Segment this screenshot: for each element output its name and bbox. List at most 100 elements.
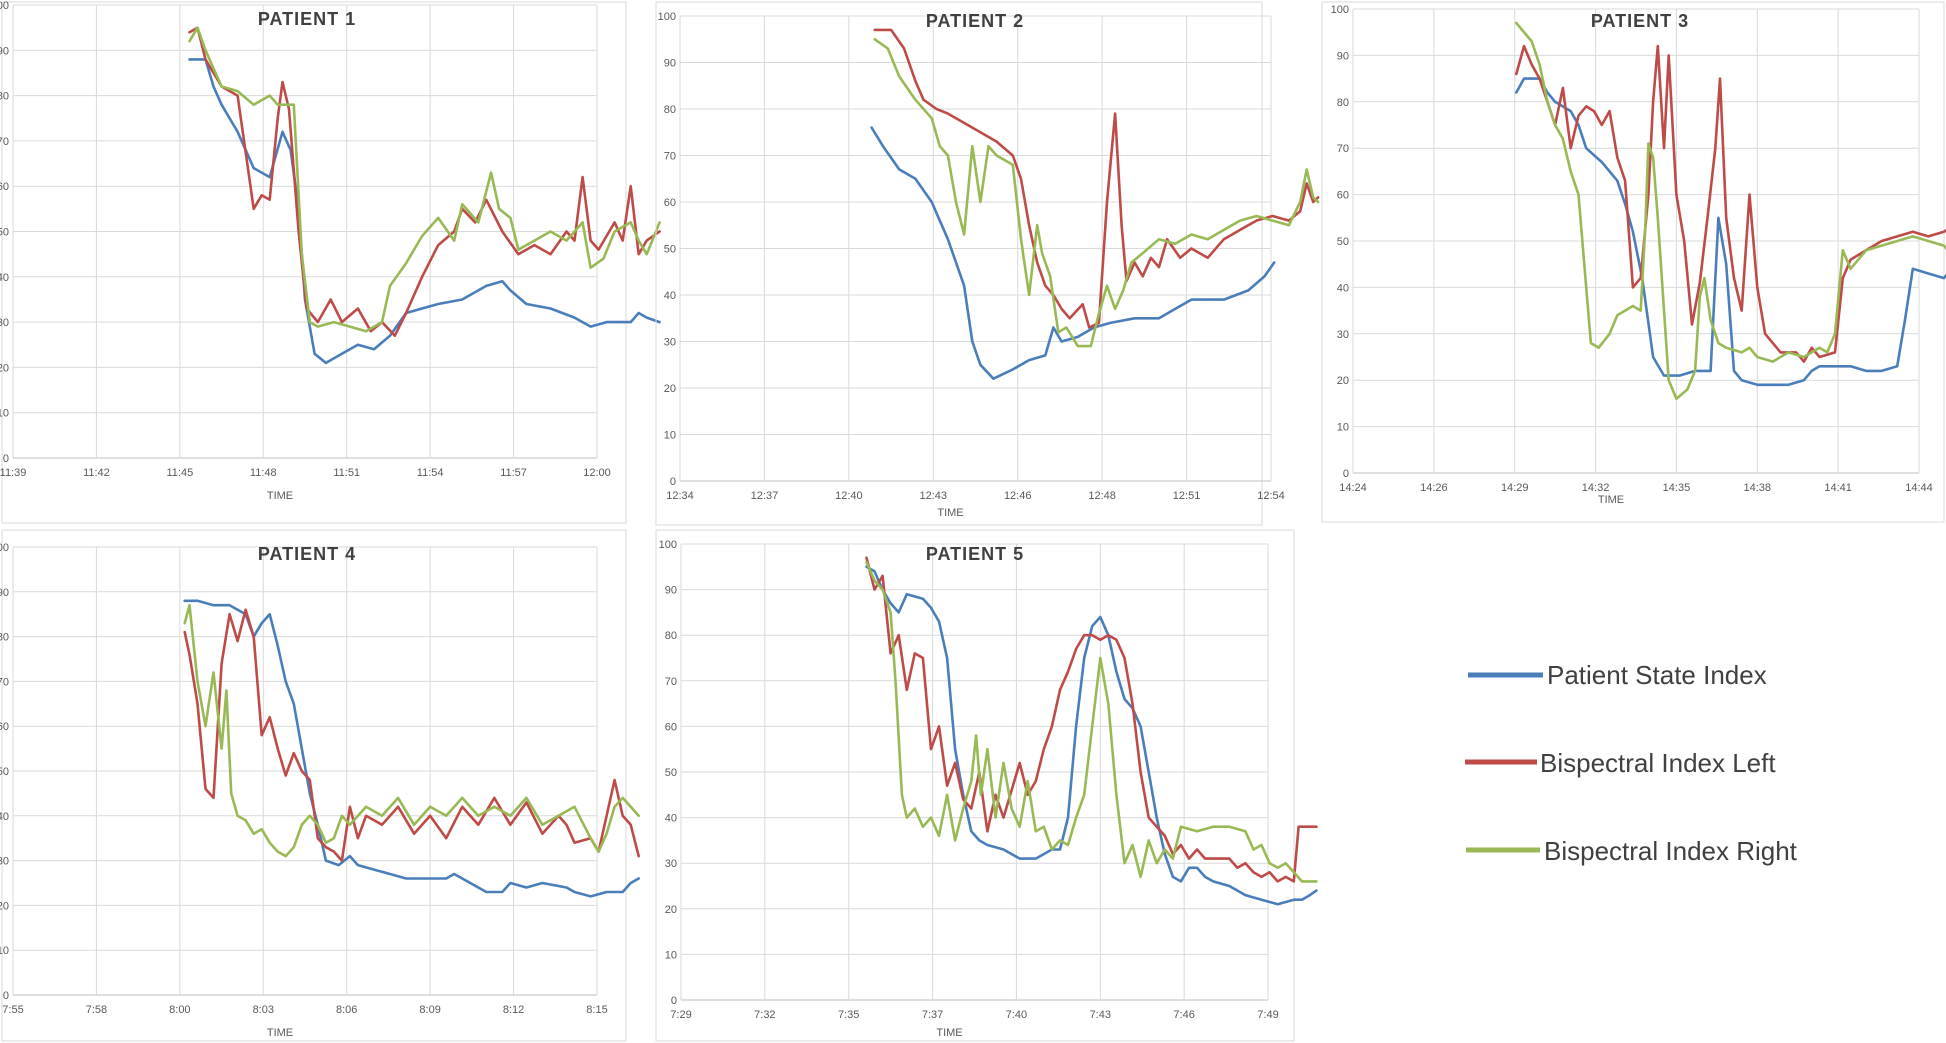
panel-frame [1321, 1, 1945, 523]
y-tick-label: 0 [3, 990, 9, 1002]
y-tick-label: 100 [659, 539, 677, 551]
panel-frame [1, 1, 627, 524]
x-tick-label: 7:46 [1173, 1009, 1194, 1021]
y-tick-label: 70 [665, 676, 677, 688]
y-tick-label: 30 [664, 337, 676, 349]
y-tick-label: 80 [664, 104, 676, 116]
series-line-psi [865, 565, 1318, 906]
y-tick-label: 0 [670, 476, 676, 488]
x-tick-label: 7:29 [670, 1009, 691, 1021]
chart-panel-3: 0 10 20 30 40 50 60 70 80 90 100 14:24 14:26 14:29 14:… [1321, 1, 1946, 523]
chart-panel-2: 0 10 20 30 40 50 60 70 80 90 100 12:34 12:37 12:40 12:… [655, 1, 1320, 526]
y-tick-label: 0 [671, 995, 677, 1007]
panel-frame [1, 529, 627, 1042]
x-axis-label: TIME [267, 1027, 293, 1039]
x-tick-label: 11:48 [250, 467, 277, 479]
y-tick-label: 10 [664, 430, 676, 442]
y-tick-label: 70 [1337, 143, 1349, 155]
y-tick-label: 60 [1337, 190, 1349, 202]
y-tick-label: 50 [0, 766, 9, 778]
y-tick-label: 90 [1337, 50, 1349, 62]
x-tick-label: 14:41 [1824, 482, 1852, 494]
x-tick-label: 8:00 [169, 1004, 190, 1016]
y-tick-label: 10 [0, 945, 9, 957]
y-tick-label: 100 [1331, 4, 1349, 16]
x-tick-label: 7:58 [86, 1004, 107, 1016]
x-tick-label: 7:49 [1257, 1009, 1278, 1021]
legend: Patient State Index Bispectral Index Lef… [1465, 660, 1798, 866]
chart-panel-1: 0 10 20 30 40 50 60 70 80 90 100 11:39 11:42 11:45 11:… [0, 0, 661, 524]
chart-panel-4: 0 10 20 30 40 50 60 70 80 90 100 7:55 7:58 8:00 8:03 8:… [0, 529, 641, 1042]
x-tick-label: 14:38 [1744, 482, 1772, 494]
series-line-psi [183, 599, 641, 898]
series-line-psi [1515, 77, 1946, 387]
series-line-bis-right [873, 37, 1320, 348]
chart-panel-5: 0 10 20 30 40 50 60 70 80 90 100 7:29 7:32 7:35 7:37 7:… [655, 529, 1318, 1042]
x-tick-label: 11:45 [166, 467, 193, 479]
y-tick-label: 30 [665, 858, 677, 870]
panel-frame [655, 529, 1295, 1042]
y-tick-label: 0 [3, 453, 9, 465]
y-tick-label: 60 [664, 197, 676, 209]
y-tick-label: 40 [0, 272, 9, 284]
series-line-bis-right [188, 26, 661, 333]
x-axis-label: TIME [937, 507, 963, 519]
y-tick-label: 50 [0, 227, 9, 239]
y-tick-label: 20 [0, 362, 9, 374]
x-tick-label: 7:35 [838, 1009, 859, 1021]
y-tick-label: 50 [665, 767, 677, 779]
x-tick-label: 11:42 [83, 467, 110, 479]
x-tick-label: 7:40 [1006, 1009, 1027, 1021]
series-line-bis-left [873, 28, 1320, 329]
y-tick-label: 100 [658, 11, 676, 23]
y-tick-label: 80 [1337, 97, 1349, 109]
y-tick-label: 20 [0, 900, 9, 912]
y-tick-label: 40 [664, 290, 676, 302]
series-line-bis-right [865, 560, 1318, 883]
y-tick-label: 40 [1337, 282, 1349, 294]
y-tick-label: 30 [0, 317, 9, 329]
x-tick-label: 12:43 [920, 490, 948, 502]
y-tick-label: 30 [1337, 329, 1349, 341]
legend-label-bis-left: Bispectral Index Left [1540, 748, 1776, 778]
y-tick-label: 60 [0, 721, 9, 733]
x-tick-label: 12:48 [1088, 490, 1116, 502]
y-tick-label: 10 [1337, 422, 1349, 434]
x-tick-label: 11:57 [500, 467, 527, 479]
x-axis-label: TIME [1598, 494, 1624, 506]
x-tick-label: 14:35 [1663, 482, 1691, 494]
y-tick-label: 50 [1337, 236, 1349, 248]
x-tick-label: 11:54 [417, 467, 444, 479]
series-line-bis-right [1515, 21, 1946, 401]
x-tick-label: 12:46 [1004, 490, 1032, 502]
x-tick-label: 8:15 [586, 1004, 607, 1016]
series-line-bis-right [183, 603, 641, 858]
y-tick-label: 60 [0, 181, 9, 193]
x-tick-label: 7:43 [1090, 1009, 1111, 1021]
x-tick-label: 12:51 [1173, 490, 1201, 502]
x-tick-label: 8:06 [336, 1004, 357, 1016]
y-tick-label: 100 [0, 542, 9, 554]
y-tick-label: 20 [1337, 375, 1349, 387]
x-tick-label: 8:03 [253, 1004, 274, 1016]
x-tick-label: 14:24 [1339, 482, 1367, 494]
y-tick-label: 90 [665, 585, 677, 597]
series-line-bis-left [865, 556, 1318, 883]
y-tick-label: 20 [664, 383, 676, 395]
y-tick-label: 90 [0, 587, 9, 599]
y-tick-label: 90 [664, 58, 676, 70]
y-tick-label: 20 [665, 904, 677, 916]
x-tick-label: 14:32 [1582, 482, 1610, 494]
x-tick-label: 12:40 [835, 490, 863, 502]
y-tick-label: 60 [665, 721, 677, 733]
legend-label-psi: Patient State Index [1547, 660, 1767, 690]
x-tick-label: 12:00 [583, 467, 611, 479]
panel-frame [655, 1, 1263, 526]
x-tick-label: 7:32 [754, 1009, 775, 1021]
x-axis-label: TIME [267, 490, 293, 502]
chart-title: PATIENT 3 [1591, 11, 1689, 31]
series-line-psi [188, 58, 661, 365]
y-tick-label: 80 [0, 632, 9, 644]
